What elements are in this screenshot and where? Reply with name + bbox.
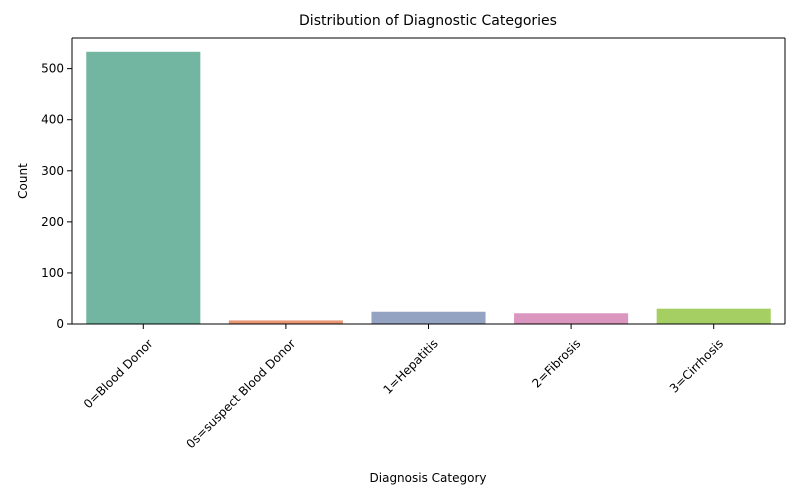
x-ticks-group: 0=Blood Donor 0s=suspect Blood Donor 1=Hep… bbox=[81, 324, 726, 451]
x-tick-label-2: 1=Hepatitis bbox=[380, 336, 440, 396]
bars-group bbox=[86, 52, 770, 324]
y-tick-label-0: 0 bbox=[56, 317, 64, 331]
x-tick-label-1: 0s=suspect Blood Donor bbox=[183, 336, 298, 451]
chart-title: Distribution of Diagnostic Categories bbox=[299, 13, 557, 29]
bar-0 bbox=[86, 52, 200, 324]
bar-2 bbox=[371, 312, 485, 324]
y-tick-label-5: 500 bbox=[41, 62, 64, 76]
y-tick-label-4: 400 bbox=[41, 113, 64, 127]
y-tick-label-2: 200 bbox=[41, 215, 64, 229]
bar-4 bbox=[657, 309, 771, 324]
bar-3 bbox=[514, 313, 628, 324]
y-tick-label-3: 300 bbox=[41, 164, 64, 178]
y-tick-label-1: 100 bbox=[41, 266, 64, 280]
y-axis-label: Count bbox=[16, 163, 30, 199]
x-tick-label-0: 0=Blood Donor bbox=[81, 336, 156, 411]
x-tick-label-4: 3=Cirrhosis bbox=[667, 336, 726, 395]
bar-1 bbox=[229, 320, 343, 324]
x-tick-label-3: 2=Fibrosis bbox=[529, 336, 583, 390]
x-axis-label: Diagnosis Category bbox=[370, 471, 487, 485]
y-ticks-group: 0 100 200 300 400 500 bbox=[41, 62, 72, 331]
